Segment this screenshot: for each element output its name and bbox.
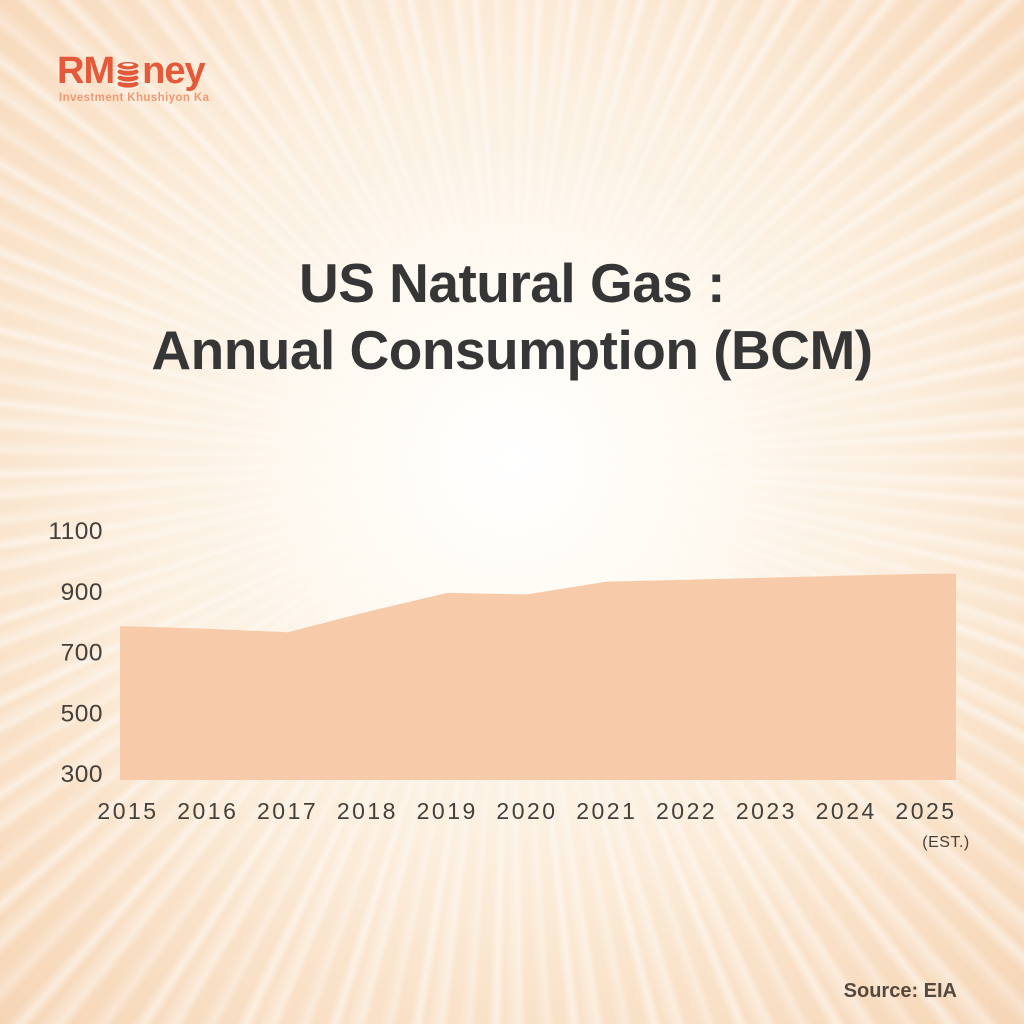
y-tick-label: 1100 [48,518,103,545]
y-tick-label: 700 [61,640,103,667]
x-tick-label: 2023 [736,798,797,824]
x-tick-label: 2016 [177,798,238,824]
x-tick-label: 2022 [656,798,717,824]
brand-logo-wordmark: RM ney [57,52,209,90]
brand-logo: RM ney Investment Khushiyon Ka [57,52,209,104]
x-tick-label: 2019 [417,798,478,824]
chart-title: US Natural Gas : Annual Consumption (BCM… [0,250,1024,384]
x-axis-est-note: (EST.) [922,834,969,851]
source-attribution: Source: EIA [843,980,957,1002]
brand-tagline: Investment Khushiyon Ka [59,92,210,104]
x-tick-label: 2024 [816,798,877,824]
logo-text-suffix: ney [142,50,205,92]
x-tick-label: 2020 [496,798,557,824]
x-axis-tick-labels: 2015 2016 2017 2018 2019 2020 2021 2022 2023 2024… [97,798,969,851]
logo-text-prefix: RM [57,50,115,92]
coin-stack-icon [116,59,141,89]
x-tick-label: 2018 [337,798,398,824]
x-tick-label: 2025 [895,798,956,824]
y-tick-label: 500 [61,700,103,727]
area-series [120,573,956,780]
x-tick-label: 2017 [257,798,318,824]
y-axis-tick-labels: 300 500 700 900 1100 [48,518,103,788]
x-tick-label: 2021 [576,798,637,824]
y-tick-label: 300 [61,761,103,788]
x-tick-label: 2015 [97,798,158,824]
chart-title-line2: Annual Consumption (BCM) [151,319,873,381]
y-tick-label: 900 [61,579,103,606]
chart-title-line1: US Natural Gas : [298,252,726,314]
